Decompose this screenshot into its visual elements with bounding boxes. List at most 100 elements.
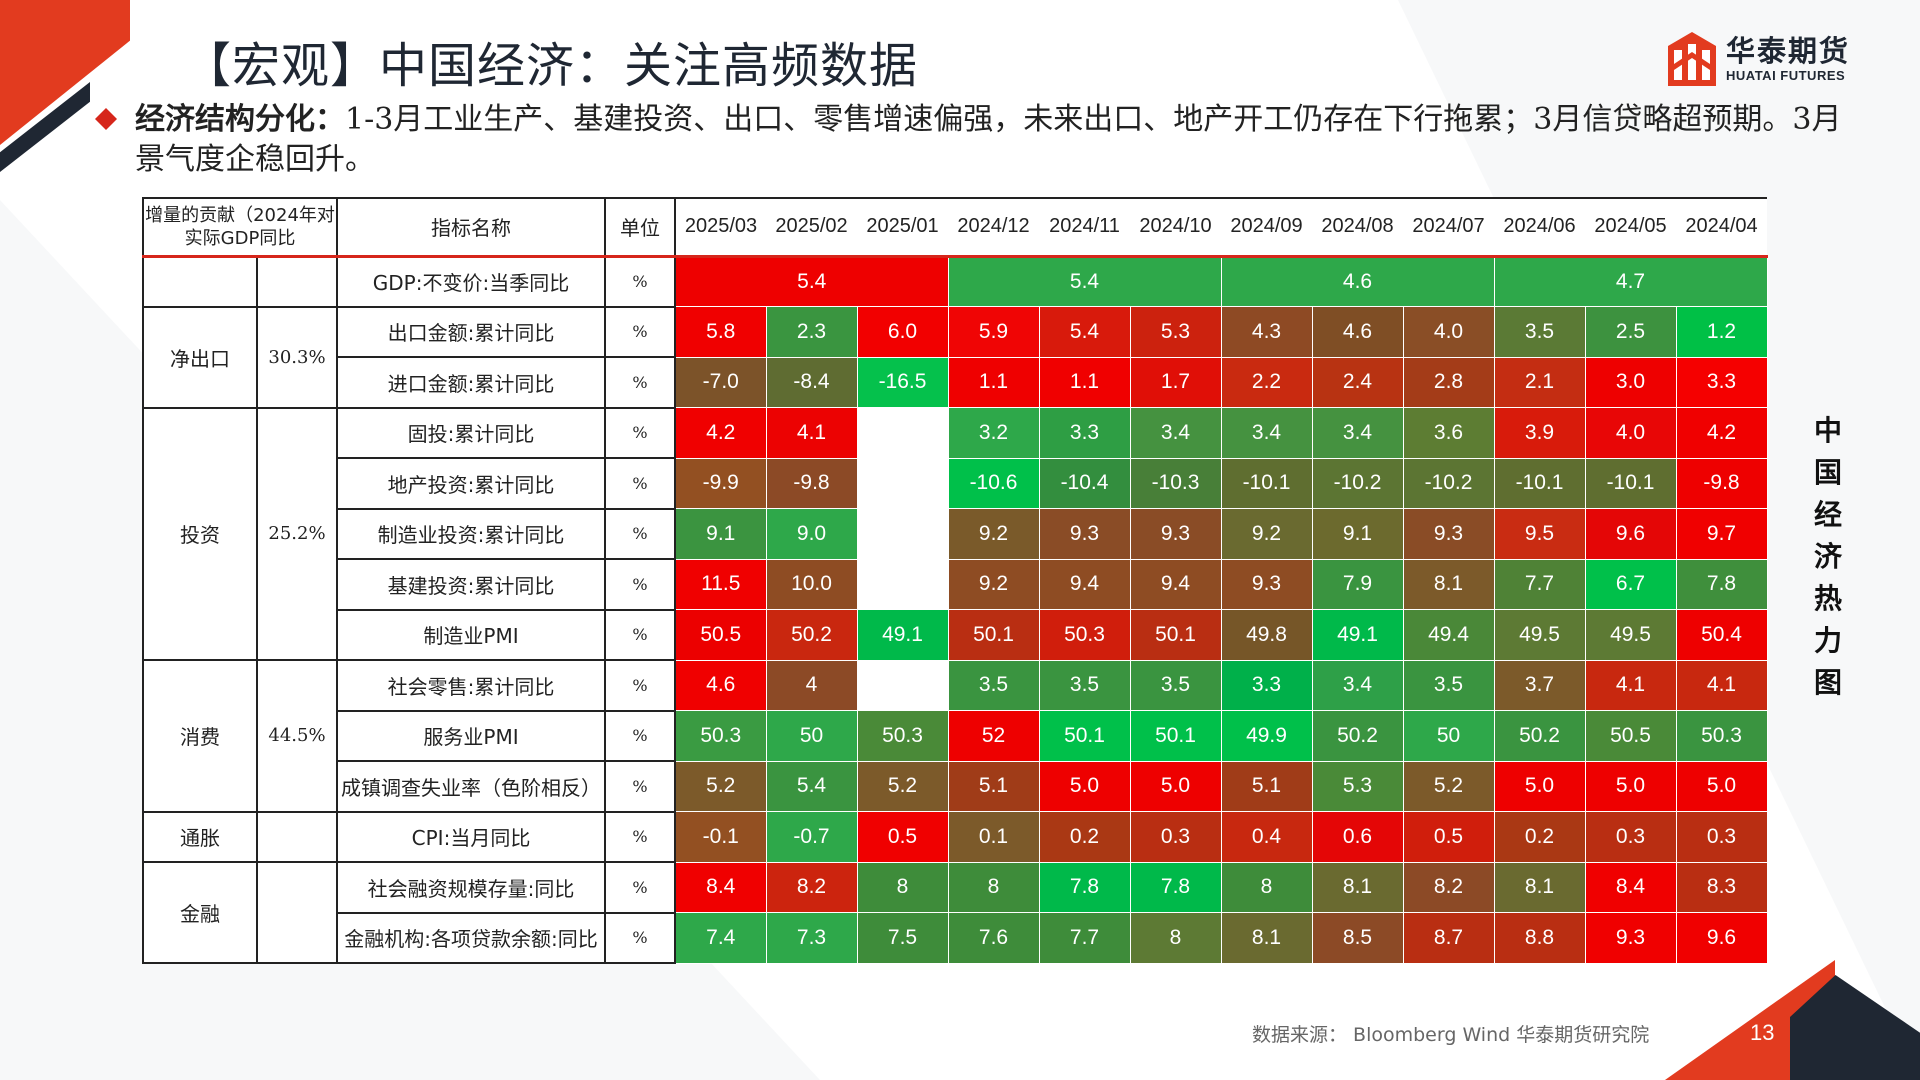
value-cell: 49.4 <box>1402 609 1495 661</box>
value-cell: 8.1 <box>1311 861 1404 913</box>
header-row: 增量的贡献（2024年对实际GDP同比 指标名称 单位 2025/03 2025… <box>142 197 1767 258</box>
table-row: 服务业PMI% 50.3 50 50.3 52 50.1 50.1 49.9 50.2 50 50.… <box>143 709 1768 762</box>
value-cell: 5.1 <box>947 760 1040 812</box>
header-date: 2024/11 <box>1039 197 1130 258</box>
group-cell: 金融 <box>142 861 258 964</box>
value-cell: 50.2 <box>1311 710 1404 762</box>
value-cell: 49.1 <box>1311 609 1404 661</box>
value-cell: 5.4 <box>947 255 1222 307</box>
value-cell: -10.6 <box>947 457 1040 509</box>
table-row: 地产投资:累计同比% -9.9 -9.8 -10.6 -10.4 -10.3 -10.1 -1… <box>143 457 1768 510</box>
value-cell: 0.3 <box>1675 811 1768 863</box>
value-cell: -0.1 <box>674 811 767 863</box>
table-row: 净出口 30.3% 出口金额:累计同比% 5.8 2.3 6.0 5.9 5.4 5.3 4.3 4… <box>142 305 1768 409</box>
value-cell <box>856 457 949 509</box>
value-cell: 6.0 <box>856 306 949 358</box>
huatai-logo-icon <box>1668 30 1716 86</box>
value-cell: 3.4 <box>1220 407 1313 459</box>
value-cell: -10.2 <box>1402 457 1495 509</box>
value-cell: 50.2 <box>1493 710 1586 762</box>
value-cell: 7.7 <box>1493 558 1586 610</box>
value-cell: 8.4 <box>1584 861 1677 913</box>
logo-cn-text: 华泰期货 <box>1726 33 1851 68</box>
share-cell <box>256 810 338 863</box>
value-cell: 0.1 <box>947 811 1040 863</box>
value-cell: 2.8 <box>1402 356 1495 408</box>
indicator-name: 社会融资规模存量:同比 <box>336 861 606 914</box>
value-cell: 5.2 <box>856 760 949 812</box>
unit-cell: % <box>604 558 676 611</box>
value-cell: 5.1 <box>1220 760 1313 812</box>
value-cell: 9.6 <box>1584 508 1677 560</box>
value-cell: 2.3 <box>765 306 858 358</box>
value-cell: 3.7 <box>1493 659 1586 711</box>
table-row: 消费 44.5% 社会零售:累计同比% 4.6 4 3.5 3.5 3.5 3.3 3.4 3.5 3… <box>142 659 1768 813</box>
economy-heatmap-table: 增量的贡献（2024年对实际GDP同比 指标名称 单位 2025/03 2025… <box>142 197 1768 964</box>
value-cell: 8 <box>947 861 1040 913</box>
indicator-name: 成镇调查失业率（色阶相反） <box>336 760 606 813</box>
value-cell: -16.5 <box>856 356 949 408</box>
value-cell: 4.0 <box>1584 407 1677 459</box>
unit-cell: % <box>604 608 676 661</box>
value-cell: 0.6 <box>1311 811 1404 863</box>
value-cell: 9.4 <box>1129 558 1222 610</box>
header-date: 2024/08 <box>1312 197 1403 258</box>
value-cell: -10.2 <box>1311 457 1404 509</box>
group-cell: 投资 <box>142 406 258 661</box>
value-cell: 7.7 <box>1038 912 1131 964</box>
summary-body: 1-3月工业生产、基建投资、出口、零售增速偏强，未来出口、地产开工仍存在下行拖累… <box>135 102 1842 177</box>
value-cell: 8 <box>856 861 949 913</box>
group-cell <box>142 255 258 308</box>
value-cell: 3.3 <box>1038 407 1131 459</box>
value-cell: 9.4 <box>1038 558 1131 610</box>
indicator-name: 固投:累计同比 <box>336 406 606 459</box>
value-cell: 4.2 <box>674 407 767 459</box>
group-cell: 净出口 <box>142 305 258 409</box>
value-cell: 8 <box>1220 861 1313 913</box>
table-row: 基建投资:累计同比% 11.5 10.0 9.2 9.4 9.4 9.3 7.9 8.1 7.7 6… <box>143 558 1768 611</box>
value-cell: -7.0 <box>674 356 767 408</box>
value-cell: 9.5 <box>1493 508 1586 560</box>
value-cell: 5.8 <box>674 306 767 358</box>
corner-decoration-dark <box>0 82 90 172</box>
header-date: 2025/02 <box>766 197 857 258</box>
value-cell: 4.1 <box>1584 659 1677 711</box>
indicator-name: 进口金额:累计同比 <box>336 356 606 409</box>
value-cell: 1.1 <box>1038 356 1131 408</box>
group-cell: 通胀 <box>142 810 258 863</box>
value-cell: 4.7 <box>1493 255 1768 307</box>
value-cell: 7.8 <box>1675 558 1768 610</box>
value-cell: 0.3 <box>1129 811 1222 863</box>
value-cell: -8.4 <box>765 356 858 408</box>
value-cell: 1.7 <box>1129 356 1222 408</box>
value-cell: 3.5 <box>1038 659 1131 711</box>
value-cell: 8.1 <box>1493 861 1586 913</box>
value-cell: 49.1 <box>856 609 949 661</box>
value-cell: 9.2 <box>947 508 1040 560</box>
header-unit: 单位 <box>604 197 676 258</box>
value-cell: 3.3 <box>1675 356 1768 408</box>
value-cell: 50.3 <box>674 710 767 762</box>
value-cell: 9.3 <box>1129 508 1222 560</box>
share-cell <box>256 255 338 308</box>
value-cell: 2.1 <box>1493 356 1586 408</box>
value-cell: 50.5 <box>1584 710 1677 762</box>
share-cell <box>256 861 338 964</box>
value-cell: 50.1 <box>1129 609 1222 661</box>
value-cell: 49.5 <box>1584 609 1677 661</box>
value-cell: 9.6 <box>1675 912 1768 964</box>
value-cell: 3.5 <box>1493 306 1586 358</box>
indicator-name: 出口金额:累计同比 <box>336 305 606 358</box>
table-row: 金融机构:各项贷款余额:同比% 7.4 7.3 7.5 7.6 7.7 8 8.1 8.5 8.7… <box>143 911 1768 964</box>
indicator-name: 制造业投资:累计同比 <box>336 507 606 560</box>
value-cell: 0.4 <box>1220 811 1313 863</box>
value-cell: 9.3 <box>1402 508 1495 560</box>
unit-cell: % <box>604 255 676 308</box>
value-cell: 50.3 <box>1675 710 1768 762</box>
value-cell: -0.7 <box>765 811 858 863</box>
header-contribution: 增量的贡献（2024年对实际GDP同比 <box>142 197 338 258</box>
value-cell: 5.3 <box>1129 306 1222 358</box>
value-cell <box>856 558 949 610</box>
data-source: 数据来源： Bloomberg Wind 华泰期货研究院 <box>1252 1024 1650 1046</box>
value-cell: 49.8 <box>1220 609 1313 661</box>
